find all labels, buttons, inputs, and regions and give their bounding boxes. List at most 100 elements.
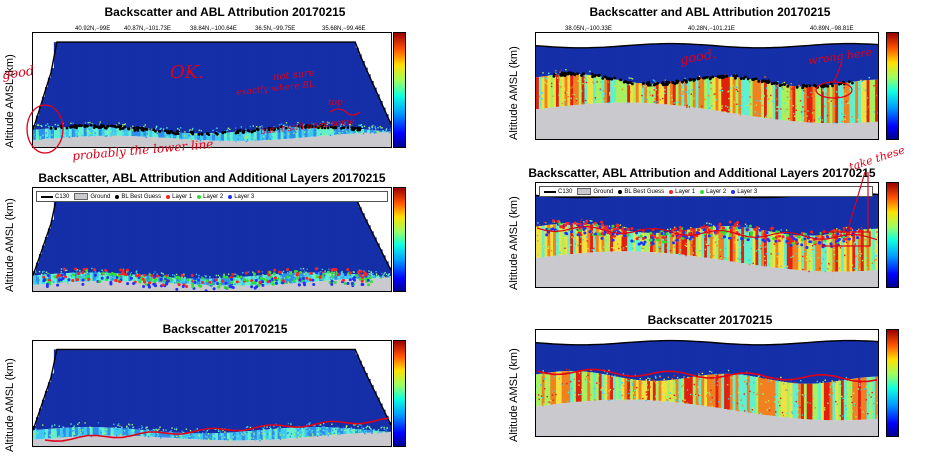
speckle-point (811, 95, 813, 97)
layer-point (818, 240, 822, 244)
backscatter-column (256, 129, 261, 141)
speckle-point (712, 225, 715, 227)
speckle-point (283, 277, 286, 279)
speckle-point (163, 129, 165, 131)
speckle-point (742, 234, 744, 236)
speckle-point (376, 132, 378, 134)
backscatter-column (803, 86, 808, 123)
backscatter-column (259, 42, 264, 130)
ground-column (573, 402, 577, 436)
speckle-point (171, 427, 173, 429)
backscatter-column (113, 127, 118, 136)
ground-column (669, 104, 674, 139)
ground-column (555, 403, 560, 436)
speckle-point (105, 428, 108, 431)
speckle-point (713, 98, 715, 101)
speckle-point (282, 433, 285, 436)
backscatter-column (149, 196, 153, 277)
speckle-point (209, 276, 211, 278)
backscatter-column (818, 86, 822, 123)
speckle-point (148, 272, 151, 275)
layer-point (87, 277, 91, 281)
layer-point (159, 277, 163, 281)
speckle-point (89, 121, 91, 124)
ground-column (761, 117, 765, 139)
speckle-point (848, 102, 850, 104)
backscatter-column (155, 42, 159, 131)
speckle-point (333, 427, 335, 429)
backscatter-column (367, 225, 371, 276)
backscatter-column (610, 196, 614, 228)
backscatter-column (766, 82, 771, 119)
backscatter-column (655, 43, 660, 84)
layer-point (208, 280, 212, 284)
layer-point (791, 241, 795, 245)
ground-column (95, 135, 100, 147)
ground-column (846, 271, 851, 287)
speckle-point (690, 93, 693, 95)
backscatter-column (241, 42, 246, 132)
backscatter-column (65, 196, 70, 274)
speckle-point (703, 225, 705, 227)
speckle-point (234, 434, 236, 436)
speckle-point (161, 431, 163, 433)
layer-point (343, 282, 347, 286)
bl-best-guess-point (310, 124, 313, 128)
speckle-point (843, 115, 845, 118)
layer-point (278, 270, 282, 274)
ground-column (618, 102, 623, 139)
speckle-point (827, 100, 830, 102)
ground-column (253, 440, 258, 446)
speckle-point (166, 127, 168, 129)
speckle-point (691, 244, 693, 246)
speckle-point (165, 132, 167, 135)
backscatter-column (143, 349, 147, 431)
bl-best-guess-point (133, 128, 137, 132)
backscatter-column (684, 193, 688, 231)
speckle-point (784, 110, 786, 113)
layer-point (678, 225, 682, 229)
backscatter-column (310, 126, 315, 137)
speckle-point (811, 250, 813, 252)
speckle-point (54, 123, 57, 126)
speckle-point (361, 125, 363, 128)
backscatter-column (715, 226, 719, 260)
ground-column (173, 438, 177, 446)
ground-column (675, 254, 680, 287)
layer-point (695, 231, 699, 235)
speckle-point (864, 89, 867, 92)
ground-column (786, 269, 791, 287)
backscatter-column (232, 349, 237, 433)
speckle-point (320, 278, 322, 280)
speckle-point (853, 244, 855, 247)
speckle-point (838, 267, 840, 269)
speckle-point (581, 90, 583, 92)
ground-column (604, 251, 608, 287)
backscatter-column (561, 371, 566, 404)
ground-column (567, 105, 571, 139)
speckle-point (719, 91, 722, 93)
speckle-point (36, 432, 39, 434)
speckle-point (148, 128, 150, 130)
speckle-point (563, 235, 566, 237)
ground-column (304, 282, 309, 291)
speckle-point (302, 426, 305, 429)
speckle-point (845, 100, 848, 103)
speckle-point (169, 277, 172, 279)
ground-column (652, 252, 657, 287)
speckle-point (541, 98, 543, 100)
backscatter-column (610, 343, 614, 376)
ground-column (866, 122, 871, 139)
backscatter-column (595, 47, 600, 77)
speckle-point (596, 75, 598, 78)
ground-column (561, 403, 566, 436)
speckle-point (336, 426, 339, 429)
speckle-point (165, 429, 167, 431)
backscatter-column (601, 47, 605, 78)
ground-column (558, 255, 563, 287)
backscatter-column (59, 196, 64, 274)
speckle-point (127, 427, 130, 429)
heatmap-plot (32, 187, 392, 292)
ground-column (209, 140, 213, 147)
layer-point (616, 227, 620, 231)
